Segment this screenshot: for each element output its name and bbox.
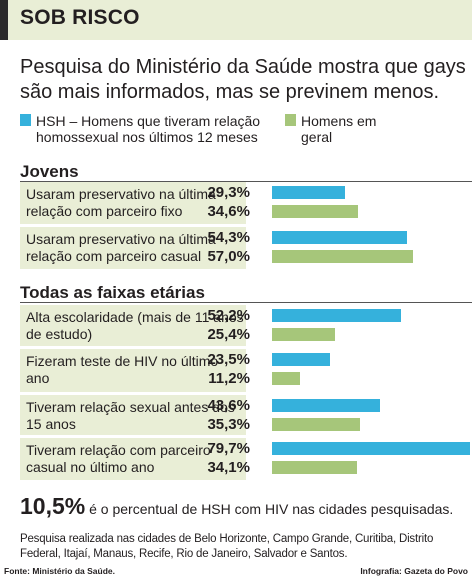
value-label-geral: 11,2% <box>208 370 250 387</box>
value-label-hsh: 52,2% <box>207 307 250 324</box>
category-box <box>20 305 246 346</box>
hiv-highlight: 10,5% é o percentual de HSH com HIV nas … <box>20 493 453 520</box>
bar-hsh <box>272 309 402 322</box>
chart-row: Tiveram relação sexual antes dos 15 anos… <box>20 395 472 435</box>
value-label-geral: 34,6% <box>207 203 250 220</box>
legend-label-geral: Homens em geral <box>301 113 377 145</box>
bar-hsh <box>272 442 470 455</box>
header-accent-bar <box>0 0 8 40</box>
category-label: Usaram preservativo na última relação co… <box>26 231 216 264</box>
value-label-hsh: 23,5% <box>207 351 250 368</box>
section-title-todas: Todas as faixas etárias <box>20 283 205 302</box>
category-label: Alta escolaridade (mais de 11 anos de es… <box>26 309 244 342</box>
bar-geral <box>272 461 357 474</box>
value-label-hsh: 43,6% <box>207 397 250 414</box>
section-title-jovens: Jovens <box>20 162 79 181</box>
category-label: Tiveram relação com parceiro casual no ú… <box>26 442 211 475</box>
bar-geral <box>272 372 300 385</box>
category-box <box>20 349 246 392</box>
value-label-hsh: 54,3% <box>207 229 250 246</box>
chart-row: Alta escolaridade (mais de 11 anos de es… <box>20 305 472 346</box>
bar-geral <box>272 418 360 431</box>
category-label: Fizeram teste de HIV no último ano <box>26 353 219 386</box>
value-label-geral: 35,3% <box>207 416 250 433</box>
survey-note: Pesquisa realizada nas cidades de Belo H… <box>20 533 434 560</box>
bar-hsh <box>272 231 407 244</box>
value-label-hsh: 29,3% <box>207 184 250 201</box>
source-credit: Fonte: Ministério da Saúde. <box>4 566 115 576</box>
chart-row: Tiveram relação com parceiro casual no ú… <box>20 438 472 480</box>
category-box <box>20 182 246 224</box>
category-box <box>20 227 246 269</box>
category-label: Usaram preservativo na última relação co… <box>26 186 216 219</box>
chart-row: Usaram preservativo na última relação co… <box>20 227 472 269</box>
bar-hsh <box>272 399 381 412</box>
legend-label-hsh: HSH – Homens que tiveram relação homosse… <box>36 113 261 145</box>
page-title: SOB RISCO <box>20 6 140 29</box>
category-box <box>20 438 246 480</box>
infographic-credit: Infografia: Gazeta do Povo <box>360 566 468 576</box>
subtitle: Pesquisa do Ministério da Saúde mostra q… <box>20 56 466 103</box>
category-box <box>20 395 246 435</box>
value-label-geral: 57,0% <box>207 248 250 265</box>
bar-geral <box>272 250 414 263</box>
hiv-percentage: 10,5% <box>20 493 86 519</box>
chart-row: Fizeram teste de HIV no último ano 23,5% 1… <box>20 349 472 392</box>
legend-swatch-hsh <box>20 114 31 126</box>
value-label-geral: 34,1% <box>207 459 250 476</box>
bar-hsh <box>272 353 331 366</box>
section-rule <box>20 181 472 182</box>
value-label-geral: 25,4% <box>207 326 250 343</box>
chart-row: Usaram preservativo na última relação co… <box>20 182 472 224</box>
bar-geral <box>272 328 335 341</box>
header-band <box>0 0 472 40</box>
category-label: Tiveram relação sexual antes dos 15 anos <box>26 399 235 432</box>
bar-geral <box>272 205 358 218</box>
bar-hsh <box>272 186 345 199</box>
hiv-highlight-text: é o percentual de HSH com HIV nas cidade… <box>89 501 454 517</box>
section-rule <box>20 302 472 303</box>
legend-swatch-geral <box>285 114 296 126</box>
value-label-hsh: 79,7% <box>207 440 250 457</box>
